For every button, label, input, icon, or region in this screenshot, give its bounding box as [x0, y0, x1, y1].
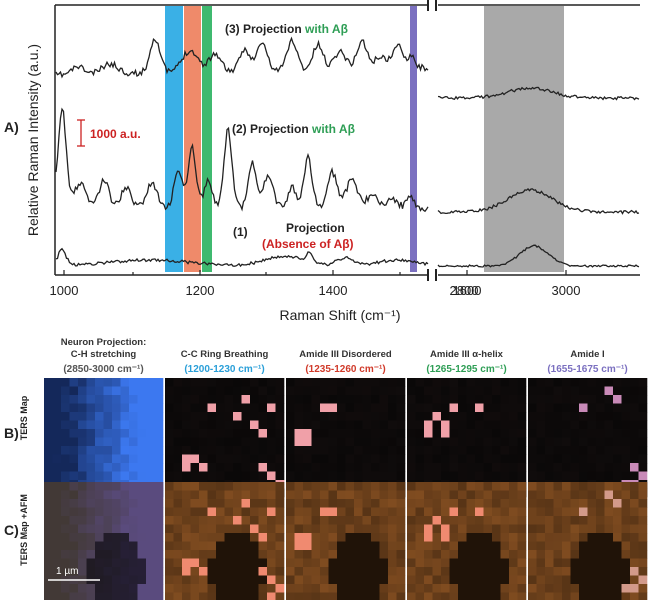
spectrum-trace-1-right — [437, 244, 640, 268]
panel-bc-maps: Neuron Projection:C-H stretching (2850-30… — [4, 337, 648, 600]
panel-b-letter: B) — [4, 425, 19, 441]
column-range-4: (1265-1295 cm⁻¹) — [426, 364, 506, 375]
band-blue — [165, 6, 183, 272]
panel-b-label: TERS Map — [19, 395, 29, 440]
x-tick-2800-visible: 2800 — [450, 283, 479, 298]
trace-1-title: Projection — [286, 221, 345, 235]
panel-a-spectra: 1000 1200 1400 1600 2800 2800 3000 Raman… — [4, 0, 640, 323]
band-purple — [410, 6, 417, 272]
column-range-1: (2850-3000 cm⁻¹) — [63, 364, 143, 375]
spectrum-trace-2-right — [437, 187, 640, 215]
ters-afm-map-2 — [165, 482, 285, 600]
axis-break-bottom — [427, 269, 437, 281]
trace-3-label: (3) Projection with Aβ — [225, 22, 348, 36]
ters-map-4 — [407, 378, 527, 498]
ters-afm-map-3 — [286, 482, 406, 600]
column-title-1: C-H stretching — [71, 349, 137, 360]
ters-afm-map-1 — [44, 482, 164, 600]
x-tick-3000: 3000 — [552, 283, 581, 298]
x-tick-1600: 1600 — [453, 283, 482, 298]
x-tick-1200: 1200 — [186, 283, 215, 298]
trace-1-number: (1) — [233, 225, 248, 239]
column-title-5: Amide I — [570, 349, 604, 360]
panel-c-label: TERS Map +AFM — [19, 494, 29, 566]
ters-map-1 — [44, 378, 164, 498]
panel-a-letter: A) — [4, 119, 19, 135]
ters-afm-map-5 — [528, 482, 648, 600]
ters-map-2 — [165, 378, 285, 498]
column-range-3: (1235-1260 cm⁻¹) — [305, 364, 385, 375]
ters-map-5 — [528, 378, 648, 498]
x-ticks — [63, 270, 567, 275]
band-gray — [484, 6, 564, 272]
spectrum-trace-3-right — [437, 86, 640, 101]
spectrum-trace-2 — [55, 107, 429, 213]
trace-1-note: (Absence of Aβ) — [262, 237, 354, 251]
column-title-4: Amide III α-helix — [430, 349, 504, 360]
length-scale-label: 1 µm — [56, 566, 78, 577]
trace-2-label: (2) Projection with Aβ — [232, 122, 355, 136]
column-title-3: Amide III Disordered — [299, 349, 392, 360]
spectrum-trace-1 — [55, 247, 429, 268]
spectrum-trace-3 — [55, 36, 429, 79]
axis-break-top — [427, 0, 437, 11]
column-title-2: C-C Ring Breathing — [181, 349, 269, 360]
intensity-scale-bar — [77, 119, 85, 147]
band-green — [202, 6, 212, 272]
column-title-1: Neuron Projection: — [61, 337, 147, 348]
x-tick-1000: 1000 — [50, 283, 79, 298]
column-range-5: (1655-1675 cm⁻¹) — [547, 364, 627, 375]
band-orange — [184, 6, 201, 272]
x-tick-1400: 1400 — [319, 283, 348, 298]
y-axis-title: Relative Raman Intensity (a.u.) — [25, 44, 41, 236]
ters-afm-map-4 — [407, 482, 527, 600]
scale-bar-label: 1000 a.u. — [90, 127, 141, 141]
column-range-2: (1200-1230 cm⁻¹) — [184, 364, 264, 375]
panel-c-letter: C) — [4, 522, 19, 538]
x-axis-title: Raman Shift (cm⁻¹) — [280, 307, 401, 323]
ters-map-3 — [286, 378, 406, 498]
